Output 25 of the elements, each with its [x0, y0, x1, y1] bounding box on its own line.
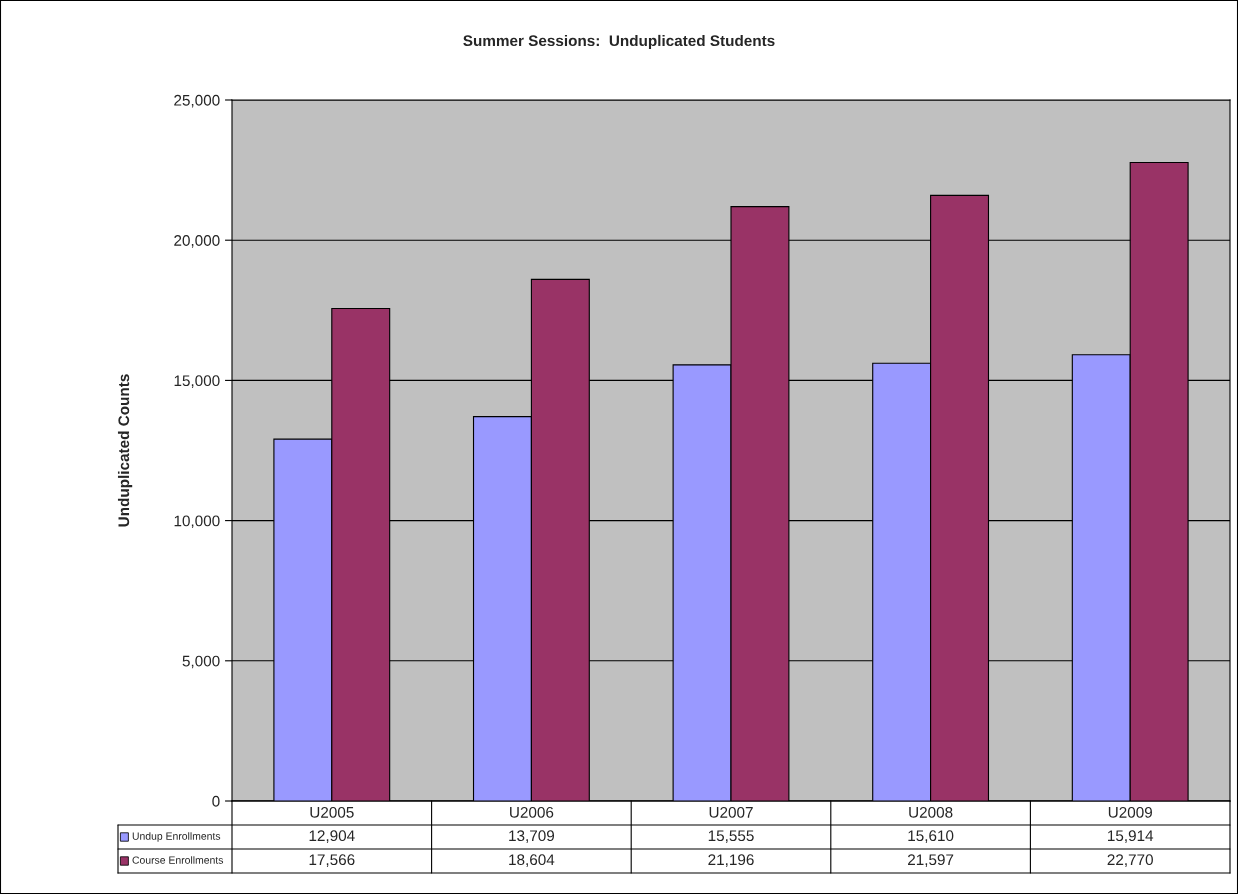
data-label: 15,555	[708, 830, 754, 843]
x-tick-label: U2005	[310, 806, 354, 818]
data-label: 18,604	[509, 854, 555, 867]
data-label: 12,904	[309, 830, 355, 843]
data-label: 22,770	[1107, 854, 1153, 867]
data-label: 17,566	[309, 854, 355, 867]
data-label: 15,610	[908, 830, 954, 843]
y-tick-label: 15,000	[174, 375, 220, 388]
legend-label: Course Enrollments	[132, 856, 224, 864]
data-label: 21,196	[708, 854, 754, 867]
y-tick-label: 20,000	[174, 235, 220, 248]
y-tick-label: 10,000	[174, 515, 220, 529]
y-tick-label: 25,000	[174, 94, 220, 108]
data-label: 15,914	[1108, 830, 1154, 843]
data-label: 21,597	[908, 854, 954, 867]
x-tick-label: U2006	[510, 806, 554, 818]
y-axis-title: Unduplicated Counts	[117, 374, 133, 527]
x-tick-label: U2009	[1108, 806, 1152, 818]
y-tick-label: 5,000	[182, 655, 220, 669]
x-tick-label: U2007	[709, 806, 753, 818]
chart-title: Summer Sessions: Unduplicated Students	[463, 34, 775, 50]
legend-label: Undup Enrollments	[132, 832, 221, 842]
y-tick-label: 0	[212, 795, 220, 807]
data-label: 13,709	[509, 830, 555, 843]
x-tick-label: U2008	[909, 806, 953, 818]
